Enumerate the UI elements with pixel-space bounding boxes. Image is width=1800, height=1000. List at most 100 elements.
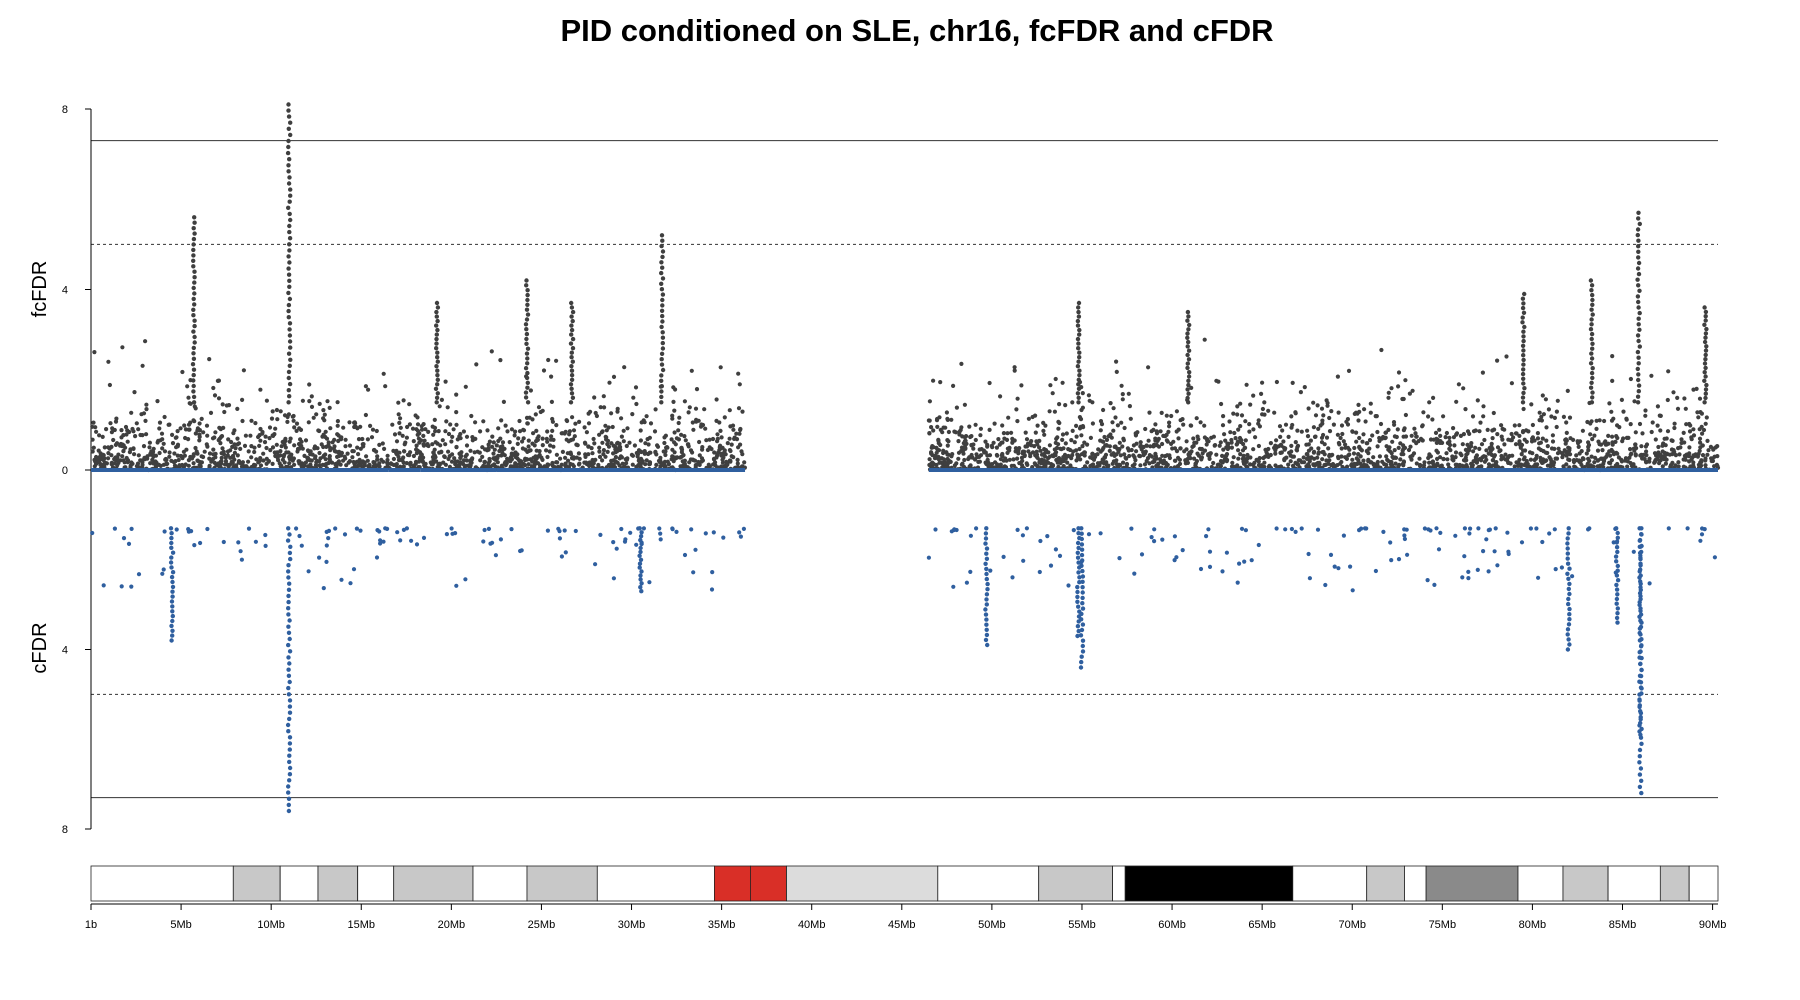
cfdr-point — [136, 572, 142, 577]
fcfdr-point — [370, 427, 376, 432]
dense-points — [90, 337, 1721, 593]
fcfdr-peak-point — [1636, 389, 1642, 394]
fcfdr-point — [306, 420, 311, 425]
cfdr-peak-point — [170, 579, 175, 585]
fcfdr-point — [1564, 430, 1569, 435]
fcfdr-point — [973, 437, 978, 443]
fcfdr-point — [594, 413, 600, 419]
cfdr-peak-point — [286, 655, 291, 660]
fcfdr-point — [1108, 401, 1113, 406]
fcfdr-point — [548, 443, 553, 448]
fcfdr-point — [1486, 451, 1491, 456]
fcfdr-point — [338, 436, 343, 441]
cfdr-point — [933, 527, 938, 532]
fcfdr-point — [1238, 439, 1243, 445]
fcfdr-peak-point — [1187, 370, 1192, 375]
fcfdr-peak-point — [1702, 322, 1707, 327]
fcfdr-point — [172, 451, 177, 456]
fcfdr-point — [251, 462, 257, 467]
fcfdr-point — [700, 447, 705, 452]
cfdr-peak-point — [1075, 584, 1080, 590]
fcfdr-point — [480, 454, 485, 459]
fcfdr-point — [1684, 422, 1689, 427]
fcfdr-point — [576, 451, 582, 456]
fcfdr-point — [248, 433, 253, 438]
zero-baseline — [420, 468, 497, 472]
fcfdr-peak-point — [1185, 331, 1190, 336]
fcfdr-point — [443, 442, 448, 447]
fcfdr-point — [1080, 405, 1085, 410]
fcfdr-point — [144, 432, 149, 437]
cfdr-point — [414, 542, 420, 547]
fcfdr-peak-point — [286, 388, 291, 393]
fcfdr-point — [285, 419, 290, 424]
fcfdr-peak-point — [1635, 366, 1641, 372]
fcfdr-point — [714, 455, 719, 460]
cfdr-point — [395, 530, 400, 535]
fcfdr-peak-point — [435, 373, 440, 378]
cfdr-point — [1274, 526, 1279, 531]
fcfdr-point — [1453, 455, 1458, 460]
cfdr-point — [1242, 559, 1247, 564]
cfdr-peak-point — [169, 623, 174, 629]
fcfdr-point — [143, 339, 148, 344]
cfdr-peak-point — [1638, 573, 1643, 578]
cfdr-peak-point — [286, 642, 291, 648]
fcfdr-point — [495, 456, 500, 461]
fcfdr-point — [207, 451, 213, 456]
x-tick-label: 65Mb — [1248, 919, 1276, 931]
fcfdr-point — [679, 445, 684, 451]
fcfdr-point — [195, 458, 200, 463]
fcfdr-point — [1444, 451, 1449, 456]
fcfdr-point — [404, 461, 409, 466]
cfdr-peak-point — [1615, 620, 1620, 625]
fcfdr-point — [1138, 454, 1143, 459]
fcfdr-peak-point — [1186, 382, 1191, 388]
cfdr-peak-point — [1076, 560, 1081, 565]
cfdr-peak-point — [1080, 568, 1085, 574]
fcfdr-point — [1147, 410, 1152, 415]
fcfdr-point — [1615, 451, 1620, 456]
fcfdr-point — [669, 437, 674, 442]
fcfdr-peak-point — [569, 350, 574, 355]
cfdr-peak-point — [1079, 659, 1084, 665]
fcfdr-point — [526, 444, 531, 449]
fcfdr-point — [454, 444, 459, 450]
fcfdr-peak-point — [1520, 320, 1525, 325]
fcfdr-point — [1385, 457, 1390, 462]
fcfdr-point — [687, 460, 692, 465]
cfdr-peak-point — [1639, 549, 1644, 555]
fcfdr-peak-point — [288, 193, 293, 198]
fcfdr-point — [613, 455, 619, 460]
fcfdr-point — [430, 462, 435, 467]
fcfdr-point — [291, 418, 296, 423]
cfdr-peak-point — [1638, 555, 1643, 560]
cfdr-point — [1117, 556, 1122, 561]
fcfdr-point — [610, 424, 615, 430]
cfdr-point — [1466, 569, 1471, 575]
fcfdr-point — [1679, 440, 1684, 446]
fcfdr-point — [144, 402, 149, 407]
cfdr-point — [1476, 526, 1481, 531]
fcfdr-point — [358, 446, 363, 451]
cfdr-point — [1220, 569, 1225, 574]
fcfdr-point — [620, 461, 625, 466]
fcfdr-point — [1309, 446, 1314, 451]
fcfdr-peak-point — [435, 391, 440, 396]
fcfdr-point — [1550, 459, 1555, 464]
x-tick-label: 60Mb — [1158, 919, 1186, 931]
fcfdr-point — [291, 413, 296, 419]
fcfdr-point — [1224, 458, 1229, 463]
fcfdr-peak-point — [525, 385, 530, 390]
fcfdr-peak-point — [1076, 309, 1081, 315]
fcfdr-point — [1268, 452, 1273, 458]
fcfdr-peak-point — [1522, 291, 1527, 297]
fcfdr-point — [1438, 455, 1443, 460]
x-tick-label: 85Mb — [1609, 919, 1637, 931]
fcfdr-point — [1082, 440, 1087, 445]
fcfdr-point — [390, 422, 395, 427]
fcfdr-point — [705, 447, 711, 453]
fcfdr-point — [1279, 450, 1284, 455]
fcfdr-peak-point — [524, 317, 530, 322]
ideogram-band — [714, 865, 751, 902]
